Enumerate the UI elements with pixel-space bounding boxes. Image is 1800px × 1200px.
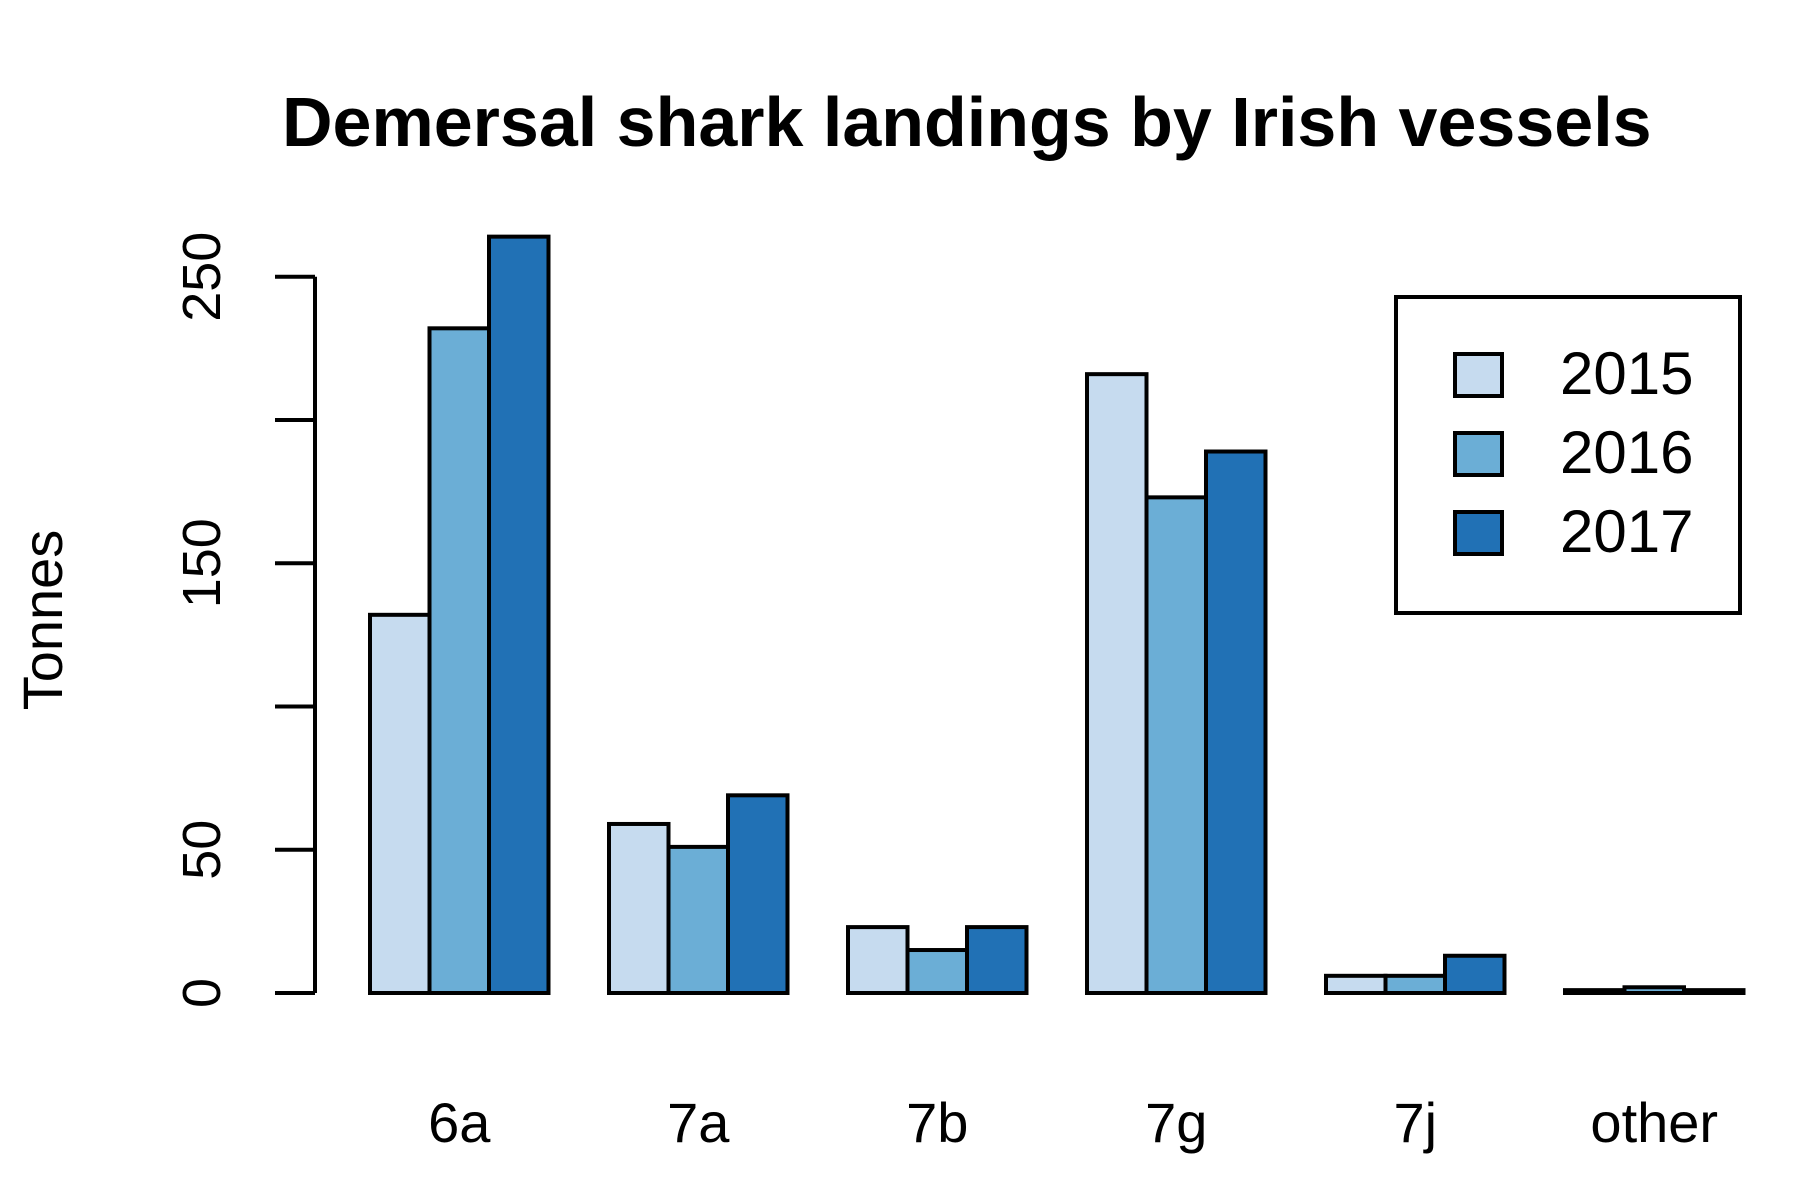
bar-7b-2016 bbox=[905, 948, 969, 996]
legend-swatch-2016 bbox=[1453, 431, 1504, 477]
bar-7j-2015 bbox=[1324, 973, 1388, 995]
x-tick-label: 7b bbox=[906, 1091, 968, 1154]
bars bbox=[368, 234, 1746, 996]
y-axis-title: Tonnes bbox=[11, 530, 74, 711]
y-tick-label: 250 bbox=[172, 232, 232, 322]
bar-7j-2016 bbox=[1383, 973, 1447, 995]
x-tick-label: 6a bbox=[428, 1091, 491, 1154]
bar-7j-2017 bbox=[1443, 953, 1507, 996]
bar-6a-2015 bbox=[368, 612, 432, 995]
legend-label-2017: 2017 bbox=[1560, 498, 1693, 565]
bar-7b-2015 bbox=[846, 925, 910, 995]
x-tick-label: 7g bbox=[1145, 1091, 1207, 1154]
legend-label-2016: 2016 bbox=[1560, 419, 1693, 486]
bar-7b-2017 bbox=[965, 925, 1029, 995]
bar-7a-2016 bbox=[666, 844, 730, 996]
bar-7a-2015 bbox=[607, 821, 671, 996]
y-tick-label: 150 bbox=[172, 518, 232, 608]
legend-label-2015: 2015 bbox=[1560, 340, 1693, 407]
y-tick-label: 0 bbox=[172, 978, 232, 1008]
bar-other-2015 bbox=[1563, 988, 1627, 996]
legend-swatch-2015 bbox=[1453, 352, 1504, 398]
bar-7g-2015 bbox=[1085, 372, 1149, 996]
x-tick-label: other bbox=[1590, 1091, 1718, 1154]
bar-7g-2016 bbox=[1144, 495, 1208, 995]
y-axis: 0 50 150 250 bbox=[172, 232, 317, 1008]
bar-other-2016 bbox=[1622, 985, 1686, 996]
x-axis-labels: 6a 7a 7b 7g 7j other bbox=[428, 1091, 1718, 1154]
x-tick-label: 7a bbox=[667, 1091, 730, 1154]
bar-7a-2017 bbox=[726, 793, 790, 995]
legend-swatch-2017 bbox=[1453, 510, 1504, 556]
chart-title: Demersal shark landings by Irish vessels bbox=[282, 83, 1652, 161]
bar-6a-2017 bbox=[487, 234, 551, 995]
x-tick-label: 7j bbox=[1393, 1091, 1437, 1154]
bar-6a-2016 bbox=[427, 326, 491, 995]
y-tick-label: 50 bbox=[172, 820, 232, 880]
bar-other-2017 bbox=[1682, 988, 1746, 996]
bar-7g-2017 bbox=[1204, 449, 1268, 995]
legend: 2015 2016 2017 bbox=[1394, 295, 1742, 615]
